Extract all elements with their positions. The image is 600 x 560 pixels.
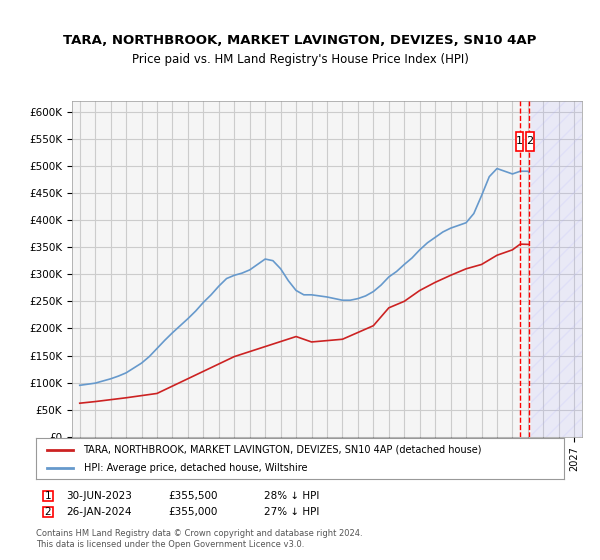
Text: 1: 1 [44,491,52,501]
FancyBboxPatch shape [515,132,523,151]
Text: HPI: Average price, detached house, Wiltshire: HPI: Average price, detached house, Wilt… [83,463,307,473]
Text: TARA, NORTHBROOK, MARKET LAVINGTON, DEVIZES, SN10 4AP (detached house): TARA, NORTHBROOK, MARKET LAVINGTON, DEVI… [83,445,482,455]
Text: 28% ↓ HPI: 28% ↓ HPI [264,491,319,501]
Bar [531,101,582,437]
Text: 1: 1 [516,137,523,147]
Text: 2: 2 [44,507,52,517]
Text: 2: 2 [526,137,533,147]
Text: TARA, NORTHBROOK, MARKET LAVINGTON, DEVIZES, SN10 4AP: TARA, NORTHBROOK, MARKET LAVINGTON, DEVI… [64,34,536,46]
FancyBboxPatch shape [526,132,533,151]
Text: 27% ↓ HPI: 27% ↓ HPI [264,507,319,517]
Text: £355,500: £355,500 [168,491,218,501]
Text: £355,000: £355,000 [168,507,217,517]
Text: Contains HM Land Registry data © Crown copyright and database right 2024.
This d: Contains HM Land Registry data © Crown c… [36,529,362,549]
Text: Price paid vs. HM Land Registry's House Price Index (HPI): Price paid vs. HM Land Registry's House … [131,53,469,66]
Text: 26-JAN-2024: 26-JAN-2024 [66,507,131,517]
Text: 30-JUN-2023: 30-JUN-2023 [66,491,132,501]
